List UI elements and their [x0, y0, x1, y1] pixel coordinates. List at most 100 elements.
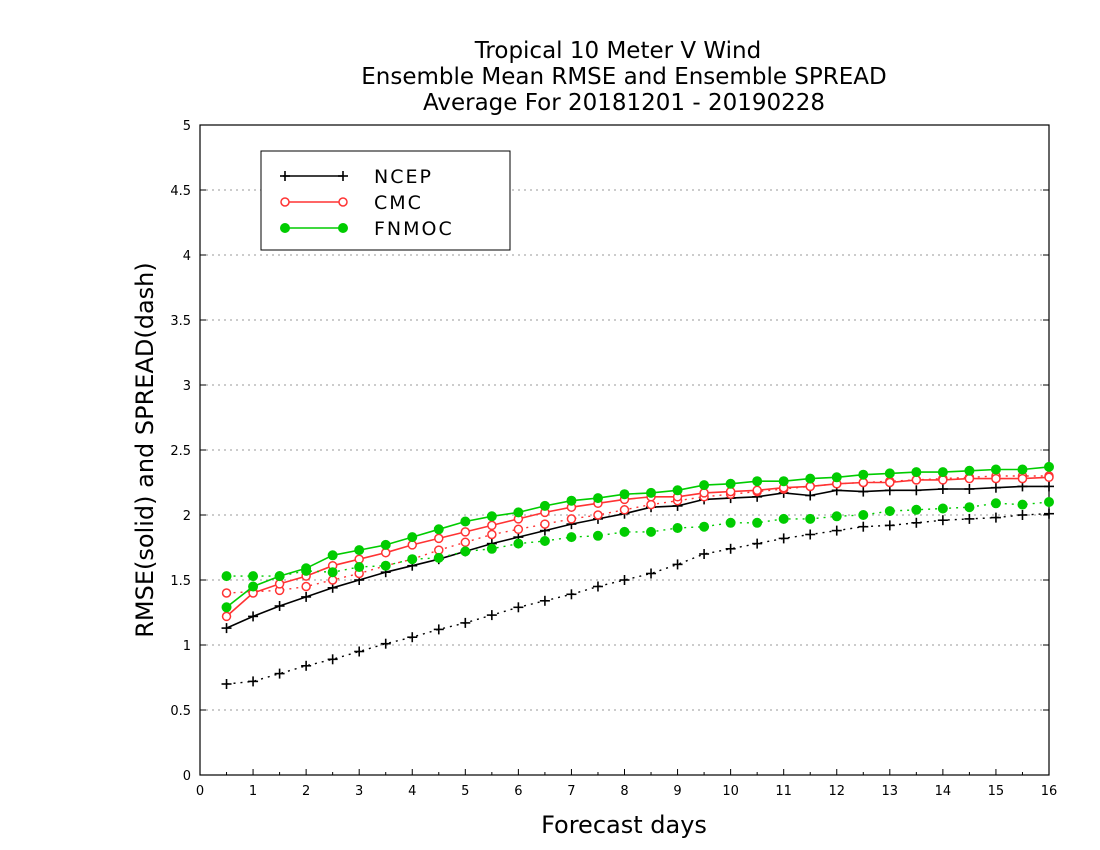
x-tick-label: 1	[249, 784, 257, 799]
series-ncep-spread-point	[778, 533, 789, 544]
series-ncep-spread-point	[433, 624, 444, 635]
series-fnmoc-rmse-point	[248, 581, 259, 592]
series-fnmoc-rmse-point	[274, 571, 285, 582]
chart-title-line-3: Average For 20181201 - 20190228	[423, 90, 825, 116]
series-ncep-spread-point	[1017, 510, 1028, 520]
series-ncep-spread-point	[672, 559, 683, 570]
x-tick-label: 15	[988, 784, 1005, 799]
series-fnmoc-spread-point	[672, 523, 683, 533]
legend-box	[260, 150, 511, 251]
legend-fnmoc-marker-right	[338, 223, 348, 233]
series-fnmoc-spread-point	[407, 554, 418, 565]
series-fnmoc-spread-point	[539, 536, 550, 546]
series-ncep-spread-point	[858, 521, 869, 532]
series-fnmoc-spread-point	[831, 511, 842, 522]
series-cmc-rmse-line	[226, 476, 1050, 618]
series-ncep-spread-point	[964, 513, 975, 524]
series-fnmoc-spread-point	[380, 560, 391, 571]
series-fnmoc-spread-point	[619, 526, 630, 537]
y-tick-label: 5	[183, 119, 191, 134]
series-cmc-spread-point	[646, 499, 656, 510]
series-ncep-spread-point	[513, 602, 524, 613]
series-cmc-spread-point	[593, 510, 603, 520]
series-ncep-spread-point	[990, 512, 1001, 523]
series-fnmoc-rmse-point	[858, 469, 869, 480]
series-ncep-spread-point	[248, 676, 259, 687]
series-ncep-rmse-point	[248, 611, 259, 622]
x-tick-label: 7	[567, 784, 575, 799]
legend-ncep-marker-right	[338, 171, 348, 181]
series-fnmoc-rmse-point	[1044, 461, 1054, 472]
series-fnmoc-rmse-point	[221, 602, 232, 613]
series-cmc-spread-point	[301, 581, 311, 592]
series-cmc-rmse-point	[407, 540, 417, 550]
series-fnmoc-rmse-point	[699, 480, 710, 491]
legend-ncep-marker-left	[280, 171, 290, 181]
x-tick-label: 5	[461, 784, 469, 799]
series-cmc-rmse-point	[434, 533, 444, 544]
series-fnmoc-rmse-point	[805, 473, 816, 484]
series-ncep-rmse-point	[805, 490, 816, 501]
legend: NCEP CMC FNMOC	[260, 150, 511, 251]
series-ncep-rmse-point	[964, 484, 975, 494]
series-ncep-spread-point	[380, 638, 391, 649]
series-ncep-rmse-point	[221, 623, 232, 634]
series-cmc-spread-point	[487, 529, 497, 540]
series-fnmoc-spread-point	[699, 521, 710, 532]
series-ncep-spread-point	[884, 520, 895, 531]
series-fnmoc-rmse-point	[566, 495, 577, 506]
series-ncep-spread-point	[566, 589, 577, 600]
series-ncep-spread-point	[699, 549, 710, 559]
series-fnmoc-rmse-point	[752, 476, 763, 487]
x-tick-label: 9	[673, 784, 681, 799]
series-fnmoc-rmse-point	[433, 524, 444, 535]
y-tick-label: 3.5	[170, 314, 191, 329]
series-fnmoc-rmse-point	[778, 476, 789, 487]
series-cmc-rmse-point	[487, 520, 497, 531]
series-ncep-rmse-point	[937, 484, 948, 494]
series-cmc-spread-point	[460, 537, 471, 548]
series-cmc-rmse-point	[274, 579, 285, 589]
x-tick-label: 2	[302, 784, 310, 799]
x-tick-label: 4	[408, 784, 416, 799]
series-ncep-spread-point	[937, 515, 948, 526]
y-tick-label: 0	[183, 769, 191, 784]
series-fnmoc-rmse-point	[301, 563, 312, 574]
y-axis-label: RMSE(solid) and SPREAD(dash)	[131, 262, 159, 638]
series-fnmoc-rmse-point	[672, 485, 683, 496]
legend-cmc-marker-right	[338, 197, 348, 207]
series-fnmoc-spread-point	[964, 502, 975, 513]
series-ncep-spread-point	[274, 668, 285, 679]
series-cmc-spread-point	[566, 514, 577, 524]
legend-fnmoc-marker-left	[280, 223, 290, 233]
series-fnmoc-rmse-point	[407, 532, 418, 543]
series-ncep-spread-point	[752, 538, 763, 549]
legend-cmc-label: CMC	[374, 192, 423, 214]
series-fnmoc-spread-point	[221, 571, 232, 582]
series-fnmoc-rmse-point	[619, 489, 630, 500]
series-ncep-spread-point	[327, 654, 338, 665]
series-cmc-rmse-point	[1017, 473, 1028, 484]
series-ncep-spread-point	[1044, 508, 1054, 519]
x-tick-label: 14	[935, 784, 952, 799]
series-fnmoc-rmse-point	[990, 464, 1001, 475]
series-fnmoc-spread-point	[433, 552, 444, 563]
series-fnmoc-rmse-point	[486, 511, 497, 522]
series-ncep-spread-point	[805, 529, 816, 540]
series-fnmoc-spread-point	[725, 517, 736, 528]
series-ncep-rmse-point	[1044, 481, 1054, 492]
x-tick-label: 3	[355, 784, 363, 799]
series-fnmoc-rmse-point	[964, 465, 975, 476]
series-fnmoc-spread-point	[752, 517, 763, 528]
series-fnmoc-rmse-point	[937, 467, 948, 478]
series-cmc-rmse-point	[221, 611, 232, 622]
x-tick-label: 12	[828, 784, 845, 799]
series-fnmoc-rmse-line	[226, 466, 1050, 608]
x-tick-label: 16	[1041, 784, 1058, 799]
series-ncep-spread-point	[619, 575, 630, 585]
series-cmc-rmse-point	[752, 485, 762, 496]
series-fnmoc-spread-point	[486, 543, 497, 554]
series-fnmoc-spread-point	[460, 546, 471, 557]
series-cmc-spread-point	[434, 545, 444, 555]
series-cmc-spread-point	[513, 524, 524, 535]
